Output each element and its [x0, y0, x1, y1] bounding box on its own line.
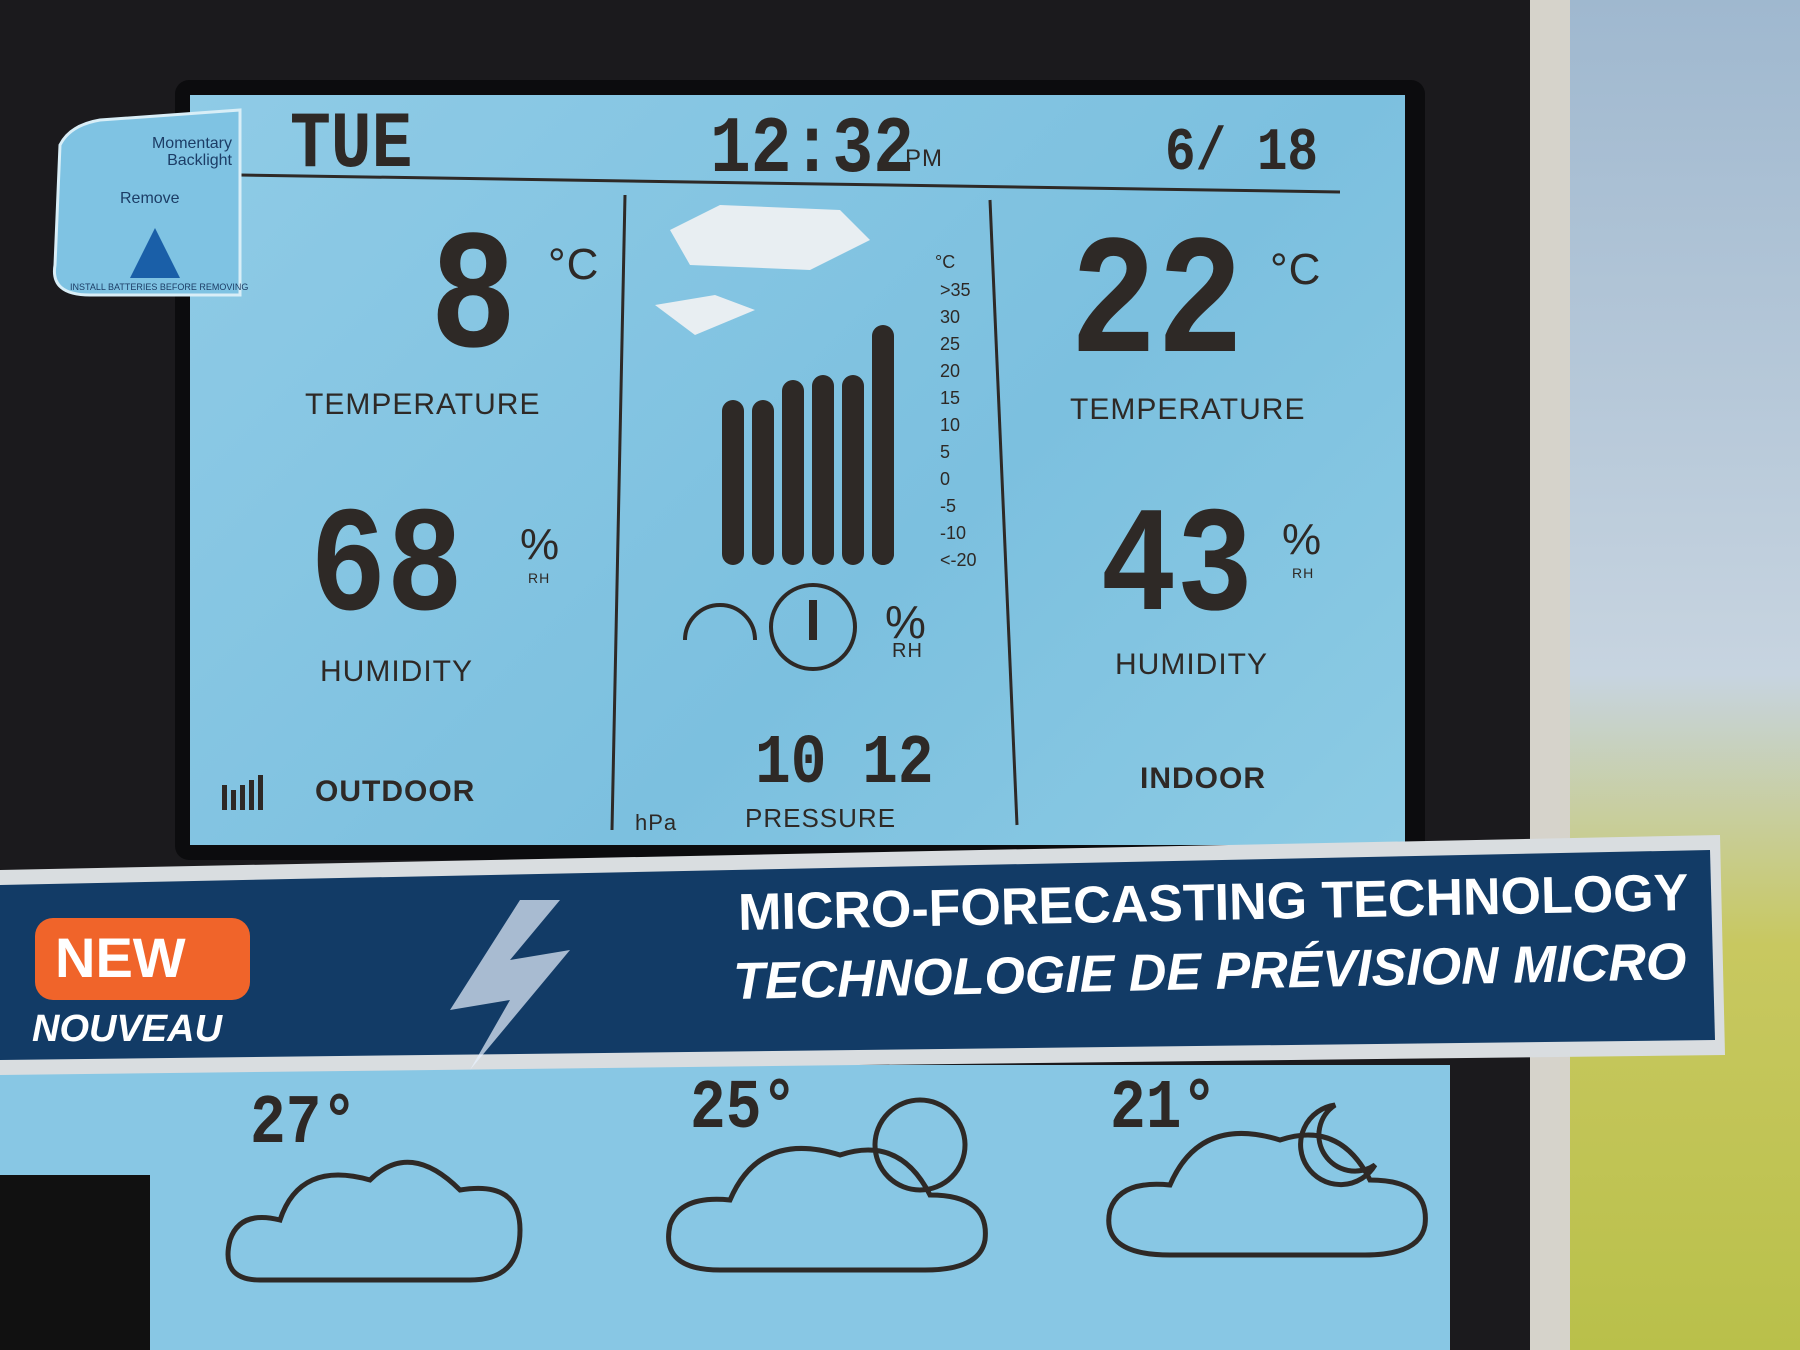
sticker-text: Momentary Backlight	[151, 135, 232, 169]
humidity-unit: %	[520, 520, 561, 569]
scale-label: 30	[940, 307, 961, 327]
forecast-temperature: 25°	[690, 1070, 798, 1149]
background	[1560, 0, 1800, 1350]
scale-unit: °C	[935, 252, 956, 272]
percent: %	[885, 596, 927, 648]
scale-label: <-20	[940, 550, 977, 570]
cloud-icon	[666, 1146, 988, 1273]
scale-label: -10	[940, 523, 967, 543]
indoor-temperature: 22	[1070, 210, 1244, 403]
moon-icon	[1298, 1102, 1378, 1188]
sun-icon	[872, 1097, 968, 1193]
sticker	[52, 108, 242, 297]
scale-label: 0	[940, 469, 951, 489]
sticker-text: INSTALL BATTERIES BEFORE REMOVING	[70, 282, 249, 292]
time: 12:32	[710, 105, 915, 196]
scale-label: 20	[940, 361, 961, 381]
scale-label: 25	[940, 334, 961, 354]
pressure-unit: hPa	[635, 810, 678, 835]
humidity-label: HUMIDITY	[320, 655, 473, 688]
divider	[610, 194, 627, 831]
location-label: OUTDOOR	[315, 775, 476, 808]
signal-bar	[240, 785, 245, 810]
humidity-sub: RH	[528, 570, 551, 586]
indoor-humidity: 43	[1100, 485, 1254, 655]
mode-icons	[683, 583, 857, 671]
bar-icon	[812, 375, 834, 565]
forecast-temperature: 27°	[250, 1085, 358, 1164]
lightning	[450, 900, 570, 1070]
rh: RH	[892, 640, 923, 662]
divider	[988, 199, 1019, 826]
scale-label: 5	[940, 442, 951, 462]
signal-bar	[222, 785, 227, 810]
sticker-text: Remove	[120, 190, 180, 207]
forecast-temperature: 21°	[1110, 1070, 1218, 1149]
dividers	[239, 173, 1341, 831]
history-bars	[722, 325, 894, 565]
temperature-unit: °C	[1270, 245, 1322, 294]
scale-label: >35	[940, 280, 971, 300]
scale-label: 15	[940, 388, 961, 408]
header-line	[239, 173, 1341, 194]
pressure-label: PRESSURE	[745, 803, 897, 833]
warning-icon	[130, 228, 180, 278]
day: TUE	[290, 100, 413, 191]
signal-bar	[258, 775, 263, 810]
location-label: INDOOR	[1140, 762, 1266, 795]
forecast-icons	[225, 1097, 1428, 1283]
lower-lcd	[0, 1065, 1450, 1350]
date: 6/ 18	[1165, 120, 1319, 188]
torn-label	[655, 205, 870, 335]
badge: NEW	[55, 926, 186, 989]
pressure: 10 12	[755, 725, 934, 804]
signal-bar	[249, 780, 254, 810]
badge-sub: NOUVEAU	[32, 1008, 223, 1050]
temperature-unit: °C	[548, 240, 600, 289]
outdoor-temperature: 8	[430, 205, 517, 398]
cloud-icon	[225, 1159, 523, 1283]
scale-label: -5	[940, 496, 957, 516]
bar-icon	[782, 380, 804, 565]
bar-icon	[842, 375, 864, 565]
cloud-icon	[1106, 1131, 1428, 1258]
humidity-label: HUMIDITY	[1115, 648, 1268, 681]
bar-icon	[872, 325, 894, 565]
banner	[0, 850, 1715, 1060]
gauge-icon	[683, 603, 757, 641]
temperature-label: TEMPERATURE	[1070, 393, 1306, 426]
temperature-label: TEMPERATURE	[305, 388, 541, 421]
outdoor-humidity: 68	[310, 485, 464, 655]
thermo-icon	[769, 583, 857, 671]
signal-bar	[231, 790, 236, 810]
signal-icon	[222, 775, 263, 810]
device-frame	[1530, 0, 1570, 1350]
humidity-sub: RH	[1292, 565, 1315, 581]
ampm: PM	[905, 145, 943, 172]
bar-icon	[722, 400, 744, 565]
scale-label: 10	[940, 415, 961, 435]
lower-window	[0, 1175, 150, 1350]
humidity-unit: %	[1282, 515, 1323, 564]
bar-icon	[752, 400, 774, 565]
new-badge	[35, 918, 250, 1000]
